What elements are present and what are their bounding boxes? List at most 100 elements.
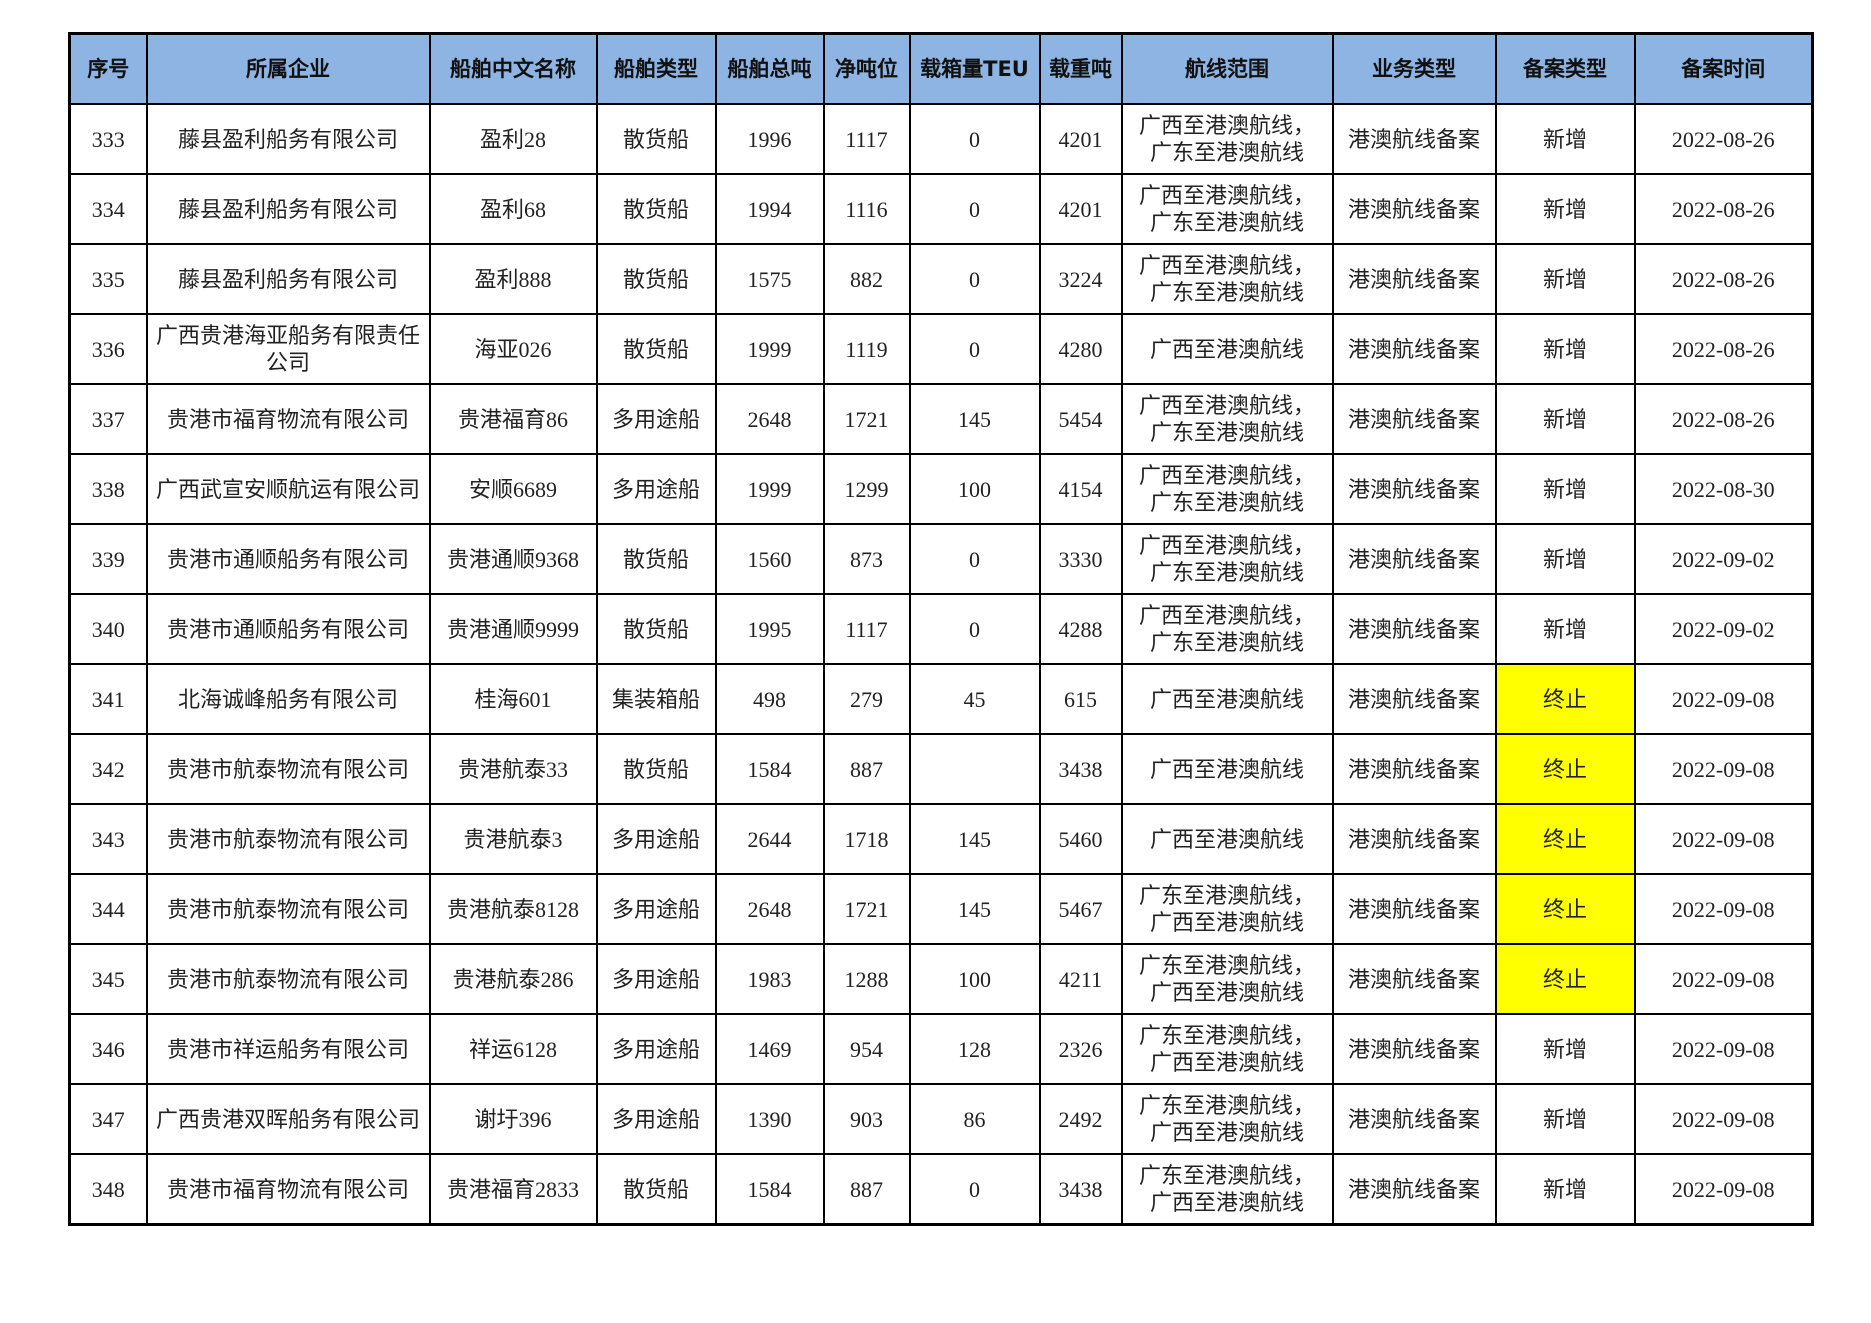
- cell-filing-type: 新增: [1494, 453, 1636, 525]
- cell-net-tonnage: 1119: [822, 313, 911, 385]
- table-row: 348 贵港市福育物流有限公司 贵港福育2833 散货船 1584 887 0 3438 广东至…: [68, 1153, 1814, 1226]
- cell-filing-type: 新增: [1494, 523, 1636, 595]
- cell-deadweight: 4154: [1038, 453, 1123, 525]
- cell-company: 藤县盈利船务有限公司: [145, 173, 431, 245]
- cell-route: 广西至港澳航线: [1120, 313, 1334, 385]
- cell-filing-date: 2022-08-30: [1633, 453, 1814, 525]
- cell-business-type: 港澳航线备案: [1331, 593, 1497, 665]
- cell-deadweight: 5467: [1038, 873, 1123, 945]
- cell-ship-name: 盈利68: [428, 173, 598, 245]
- cell-gross-tonnage: 1983: [714, 943, 825, 1015]
- cell-route: 广西至港澳航线，广东至港澳航线: [1120, 383, 1334, 455]
- cell-deadweight: 4288: [1038, 593, 1123, 665]
- cell-filing-type: 终止: [1494, 803, 1636, 875]
- cell-ship-name: 贵港航泰8128: [428, 873, 598, 945]
- cell-gross-tonnage: 1584: [714, 733, 825, 805]
- cell-business-type: 港澳航线备案: [1331, 1153, 1497, 1226]
- cell-filing-date: 2022-09-08: [1633, 1083, 1814, 1155]
- cell-seq: 344: [68, 873, 148, 945]
- cell-ship-name: 贵港通顺9368: [428, 523, 598, 595]
- cell-filing-type: 新增: [1494, 1013, 1636, 1085]
- cell-filing-type: 新增: [1494, 593, 1636, 665]
- cell-deadweight: 2492: [1038, 1083, 1123, 1155]
- cell-company: 贵港市通顺船务有限公司: [145, 593, 431, 665]
- cell-teu: 128: [908, 1013, 1041, 1085]
- cell-route: 广西至港澳航线: [1120, 803, 1334, 875]
- table-row: 336 广西贵港海亚船务有限责任公司 海亚026 散货船 1999 1119 0 4280 广西…: [68, 313, 1814, 385]
- cell-deadweight: 615: [1038, 663, 1123, 735]
- cell-ship-type: 多用途船: [595, 873, 717, 945]
- cell-net-tonnage: 954: [822, 1013, 911, 1085]
- cell-teu: [908, 733, 1041, 805]
- cell-ship-type: 散货船: [595, 103, 717, 175]
- cell-company: 贵港市航泰物流有限公司: [145, 943, 431, 1015]
- cell-gross-tonnage: 1994: [714, 173, 825, 245]
- cell-net-tonnage: 1718: [822, 803, 911, 875]
- cell-net-tonnage: 903: [822, 1083, 911, 1155]
- cell-ship-name: 安顺6689: [428, 453, 598, 525]
- cell-deadweight: 2326: [1038, 1013, 1123, 1085]
- cell-gross-tonnage: 2644: [714, 803, 825, 875]
- cell-company: 贵港市福育物流有限公司: [145, 383, 431, 455]
- cell-net-tonnage: 1299: [822, 453, 911, 525]
- cell-company: 贵港市福育物流有限公司: [145, 1153, 431, 1226]
- cell-gross-tonnage: 1996: [714, 103, 825, 175]
- cell-teu: 100: [908, 453, 1041, 525]
- cell-filing-date: 2022-09-08: [1633, 803, 1814, 875]
- header-seq: 序号: [68, 32, 148, 105]
- cell-gross-tonnage: 2648: [714, 383, 825, 455]
- cell-route: 广西至港澳航线: [1120, 663, 1334, 735]
- header-filing-type: 备案类型: [1494, 32, 1636, 105]
- cell-teu: 0: [908, 173, 1041, 245]
- cell-deadweight: 3438: [1038, 733, 1123, 805]
- cell-company: 贵港市航泰物流有限公司: [145, 733, 431, 805]
- cell-filing-type: 终止: [1494, 943, 1636, 1015]
- cell-company: 藤县盈利船务有限公司: [145, 103, 431, 175]
- cell-filing-type: 终止: [1494, 663, 1636, 735]
- cell-net-tonnage: 882: [822, 243, 911, 315]
- cell-business-type: 港澳航线备案: [1331, 173, 1497, 245]
- cell-teu: 145: [908, 873, 1041, 945]
- cell-ship-type: 多用途船: [595, 1013, 717, 1085]
- table-row: 338 广西武宣安顺航运有限公司 安顺6689 多用途船 1999 1299 100 4154…: [68, 453, 1814, 525]
- cell-route: 广西至港澳航线，广东至港澳航线: [1120, 173, 1334, 245]
- cell-filing-date: 2022-09-08: [1633, 943, 1814, 1015]
- ship-registry-table: 序号 所属企业 船舶中文名称 船舶类型 船舶总吨 净吨位 载箱量TEU 载重吨 航线范围 业务类型…: [68, 32, 1814, 1226]
- header-ship-type: 船舶类型: [595, 32, 717, 105]
- cell-filing-type: 新增: [1494, 243, 1636, 315]
- cell-seq: 348: [68, 1153, 148, 1226]
- cell-seq: 346: [68, 1013, 148, 1085]
- cell-filing-date: 2022-08-26: [1633, 383, 1814, 455]
- cell-net-tonnage: 1721: [822, 873, 911, 945]
- cell-gross-tonnage: 2648: [714, 873, 825, 945]
- cell-gross-tonnage: 1999: [714, 313, 825, 385]
- table-row: 340 贵港市通顺船务有限公司 贵港通顺9999 散货船 1995 1117 0 4288 广西…: [68, 593, 1814, 665]
- cell-ship-name: 海亚026: [428, 313, 598, 385]
- cell-business-type: 港澳航线备案: [1331, 1083, 1497, 1155]
- cell-ship-type: 多用途船: [595, 1083, 717, 1155]
- cell-ship-type: 多用途船: [595, 383, 717, 455]
- cell-net-tonnage: 1117: [822, 103, 911, 175]
- cell-ship-name: 盈利888: [428, 243, 598, 315]
- cell-route: 广东至港澳航线，广西至港澳航线: [1120, 1153, 1334, 1226]
- cell-deadweight: 4201: [1038, 103, 1123, 175]
- cell-seq: 333: [68, 103, 148, 175]
- cell-gross-tonnage: 1995: [714, 593, 825, 665]
- cell-filing-date: 2022-09-08: [1633, 663, 1814, 735]
- cell-ship-type: 多用途船: [595, 943, 717, 1015]
- cell-teu: 0: [908, 523, 1041, 595]
- cell-teu: 145: [908, 803, 1041, 875]
- cell-ship-type: 散货船: [595, 313, 717, 385]
- cell-business-type: 港澳航线备案: [1331, 383, 1497, 455]
- cell-business-type: 港澳航线备案: [1331, 733, 1497, 805]
- cell-company: 藤县盈利船务有限公司: [145, 243, 431, 315]
- cell-company: 贵港市航泰物流有限公司: [145, 873, 431, 945]
- header-gross-tonnage: 船舶总吨: [714, 32, 825, 105]
- cell-seq: 336: [68, 313, 148, 385]
- cell-seq: 343: [68, 803, 148, 875]
- cell-ship-type: 散货船: [595, 523, 717, 595]
- cell-filing-type: 终止: [1494, 733, 1636, 805]
- cell-route: 广西至港澳航线，广东至港澳航线: [1120, 593, 1334, 665]
- cell-net-tonnage: 887: [822, 1153, 911, 1226]
- cell-deadweight: 4201: [1038, 173, 1123, 245]
